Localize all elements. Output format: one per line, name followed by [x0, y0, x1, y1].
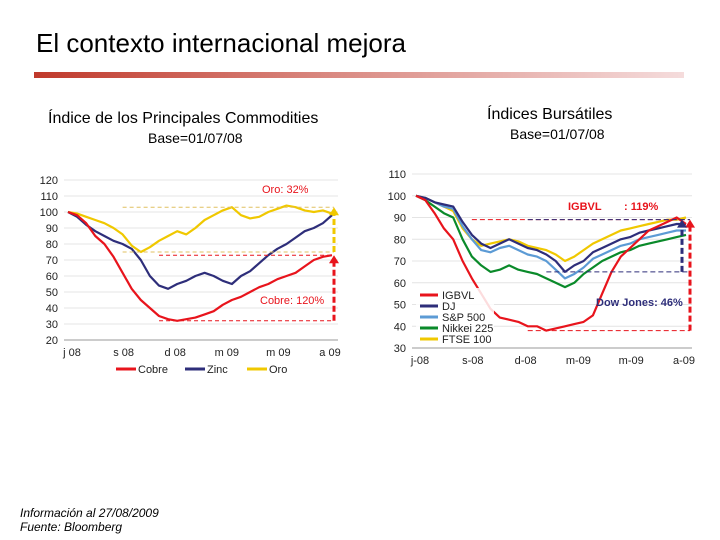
series-line-zinc — [67, 211, 333, 290]
x-tick-label: a 09 — [319, 347, 340, 359]
left-chart-title: Índice de los Principales Commodities — [48, 110, 319, 127]
igbvl-arrow-head — [685, 219, 695, 228]
series-line-cobre — [67, 210, 333, 322]
series-line-oro — [67, 204, 333, 254]
title-underline — [34, 72, 684, 78]
x-tick-label: s 08 — [113, 347, 134, 359]
annotation-igbvl: IGBVL — [568, 201, 602, 213]
x-tick-label: j 08 — [62, 347, 81, 359]
y-tick-label: 40 — [394, 321, 406, 333]
right-chart-subtitle: Base=01/07/08 — [510, 126, 605, 142]
x-tick-label: a-09 — [673, 355, 695, 367]
legend-label-cobre: Cobre — [138, 364, 168, 376]
y-tick-label: 60 — [394, 278, 406, 290]
legend-label-s-p-500: S&P 500 — [442, 312, 485, 324]
y-tick-label: 110 — [40, 191, 58, 203]
y-tick-label: 30 — [394, 343, 406, 355]
y-tick-label: 50 — [394, 300, 406, 312]
y-tick-label: 70 — [46, 255, 58, 267]
y-tick-label: 80 — [46, 239, 58, 251]
y-tick-label: 110 — [388, 169, 406, 181]
legend-label-nikkei-225: Nikkei 225 — [442, 323, 493, 335]
right-chart-title: Índices Bursátiles — [487, 106, 613, 123]
y-tick-label: 120 — [40, 175, 58, 187]
y-tick-label: 30 — [46, 319, 58, 331]
legend-label-dj: DJ — [442, 301, 455, 313]
y-tick-label: 40 — [46, 303, 58, 315]
x-tick-label: m 09 — [266, 347, 290, 359]
footnote-source: Fuente: Bloomberg — [20, 520, 123, 534]
legend-label-zinc: Zinc — [207, 364, 228, 376]
y-tick-label: 20 — [46, 335, 58, 347]
oro-arrow-head — [329, 207, 339, 216]
y-tick-label: 70 — [394, 256, 406, 268]
y-tick-label: 80 — [394, 234, 406, 246]
stock-indices-chart: 110 100 90 80 70 60 50 40 30 j-08 s-08 d-08 m-09 m-09… — [388, 169, 695, 367]
annotation-dow-jones-46: Dow Jones: 46% — [596, 297, 683, 309]
x-tick-label: m 09 — [215, 347, 239, 359]
x-tick-label: m-09 — [619, 355, 644, 367]
legend-label-ftse-100: FTSE 100 — [442, 334, 492, 346]
y-tick-label: 50 — [46, 287, 58, 299]
dj-arrow-head — [677, 219, 687, 228]
footnote-info-date: Información al 27/08/2009 — [20, 506, 159, 520]
cobre-arrow-head — [329, 255, 339, 264]
annotation-119: : 119% — [624, 201, 658, 213]
y-tick-label: 100 — [388, 191, 406, 203]
commodities-chart: 120 110 100 90 80 70 60 50 40 30 20 j 08 s 08 d 08 m 0… — [40, 175, 341, 376]
y-tick-label: 60 — [46, 271, 58, 283]
series-line-igbvl — [415, 194, 687, 332]
x-tick-label: d-08 — [515, 355, 537, 367]
legend-label-igbvl: IGBVL — [442, 290, 474, 302]
oro-change-label: Oro: 32% — [262, 184, 309, 196]
page-title: El contexto internacional mejora — [36, 28, 406, 58]
series-line-nikkei-225 — [415, 194, 687, 289]
series-line-dj — [415, 194, 686, 274]
x-tick-label: d 08 — [164, 347, 185, 359]
left-chart-subtitle: Base=01/07/08 — [148, 130, 243, 146]
x-tick-label: s-08 — [462, 355, 483, 367]
y-tick-label: 100 — [40, 207, 58, 219]
x-tick-label: m-09 — [566, 355, 591, 367]
y-tick-label: 90 — [46, 223, 58, 235]
y-tick-label: 90 — [394, 213, 406, 225]
legend-label-oro: Oro — [269, 364, 287, 376]
cobre-change-label: Cobre: 120% — [260, 295, 324, 307]
x-tick-label: j-08 — [410, 355, 429, 367]
